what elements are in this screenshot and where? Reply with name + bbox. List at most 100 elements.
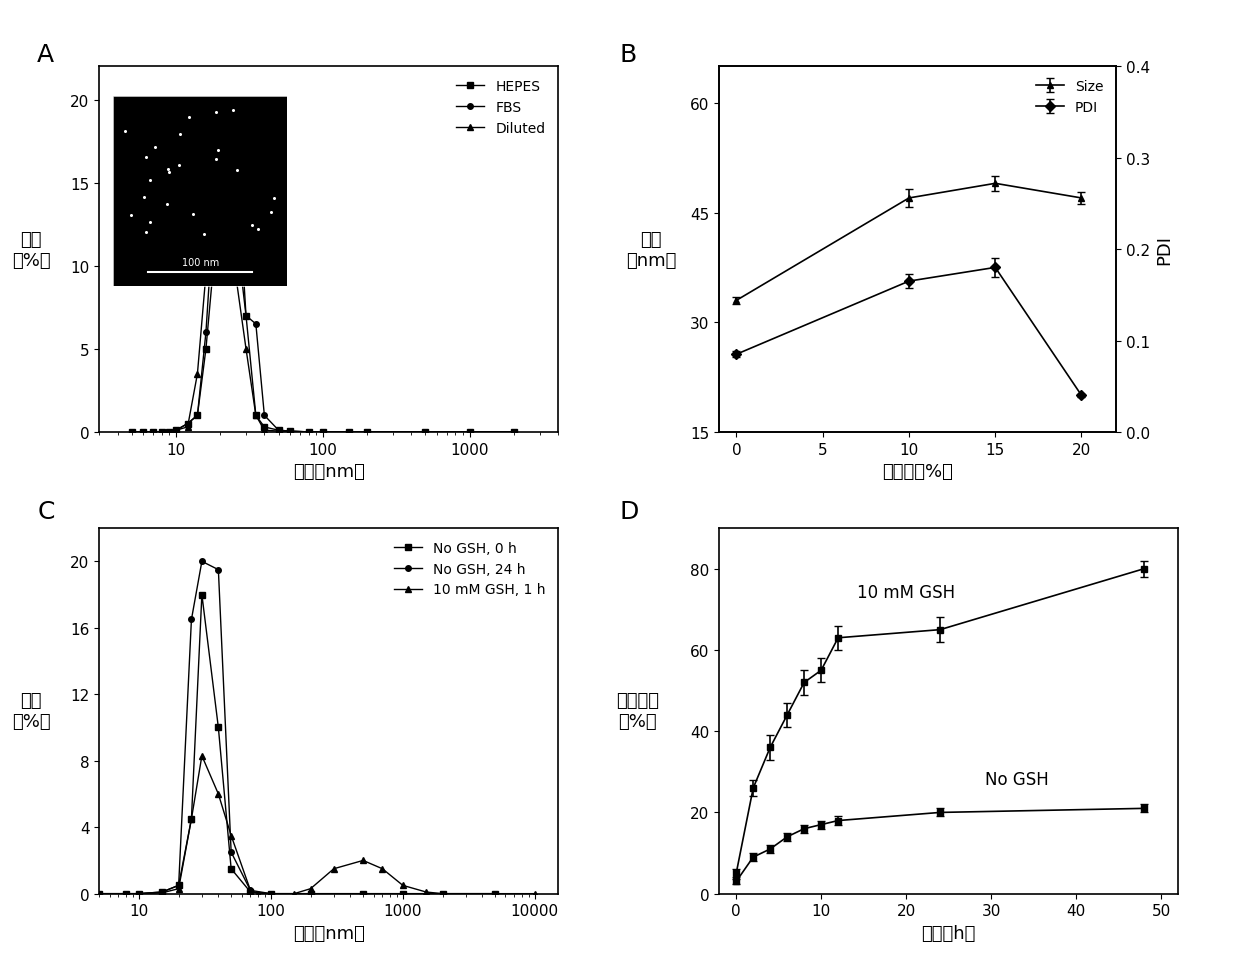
10 mM GSH, 1 h: [286, 888, 301, 899]
Diluted: [301, 427, 316, 438]
No GSH, 24 h: [211, 564, 226, 576]
10 mM GSH, 1 h: [184, 813, 198, 825]
FBS: [463, 427, 477, 438]
FBS: [161, 427, 176, 438]
HEPES: [360, 427, 374, 438]
HEPES: [463, 427, 477, 438]
Diluted: [360, 427, 374, 438]
HEPES: [227, 210, 242, 222]
HEPES: [213, 128, 228, 139]
No GSH, 0 h: [171, 879, 186, 891]
X-axis label: 时间（h）: 时间（h）: [921, 924, 976, 942]
FBS: [283, 426, 298, 437]
Diluted: [161, 427, 176, 438]
10 mM GSH, 1 h: [155, 887, 170, 899]
HEPES: [206, 260, 221, 272]
Line: No GSH, 0 h: No GSH, 0 h: [97, 592, 497, 897]
HEPES: [154, 427, 169, 438]
FBS: [136, 427, 151, 438]
No GSH, 24 h: [263, 888, 278, 899]
HEPES: [161, 427, 176, 438]
HEPES: [301, 427, 316, 438]
X-axis label: 粒径（nm）: 粒径（nm）: [293, 462, 365, 480]
Diluted: [463, 427, 477, 438]
Diluted: [248, 410, 263, 422]
No GSH, 0 h: [243, 886, 258, 898]
Diluted: [146, 427, 161, 438]
No GSH, 24 h: [119, 888, 134, 899]
Y-axis label: 粒径
（nm）: 粒径 （nm）: [626, 231, 676, 269]
Line: Diluted: Diluted: [129, 123, 517, 435]
Diluted: [136, 427, 151, 438]
No GSH, 24 h: [171, 879, 186, 891]
No GSH, 0 h: [487, 888, 502, 899]
10 mM GSH, 1 h: [419, 886, 434, 898]
HEPES: [238, 310, 253, 322]
Text: C: C: [37, 500, 55, 524]
FBS: [506, 427, 521, 438]
10 mM GSH, 1 h: [195, 751, 210, 762]
HEPES: [190, 410, 205, 422]
10 mM GSH, 1 h: [119, 888, 134, 899]
Diluted: [227, 260, 242, 272]
FBS: [154, 427, 169, 438]
No GSH, 24 h: [92, 888, 107, 899]
FBS: [227, 119, 242, 131]
10 mM GSH, 1 h: [211, 788, 226, 800]
No GSH, 0 h: [263, 888, 278, 899]
10 mM GSH, 1 h: [171, 883, 186, 895]
10 mM GSH, 1 h: [374, 863, 389, 875]
Diluted: [154, 427, 169, 438]
Y-axis label: 强度
（%）: 强度 （%）: [12, 692, 51, 730]
Diluted: [418, 427, 433, 438]
HEPES: [272, 425, 286, 436]
No GSH, 0 h: [184, 813, 198, 825]
No GSH, 0 h: [396, 888, 410, 899]
FBS: [124, 427, 139, 438]
FBS: [257, 410, 272, 422]
No GSH, 0 h: [131, 888, 146, 899]
Legend: No GSH, 0 h, No GSH, 24 h, 10 mM GSH, 1 h: No GSH, 0 h, No GSH, 24 h, 10 mM GSH, 1 …: [388, 535, 551, 603]
Line: 10 mM GSH, 1 h: 10 mM GSH, 1 h: [97, 753, 538, 897]
FBS: [341, 427, 356, 438]
HEPES: [198, 344, 213, 356]
FBS: [198, 327, 213, 338]
HEPES: [124, 427, 139, 438]
FBS: [360, 427, 374, 438]
Text: B: B: [620, 43, 637, 67]
FBS: [213, 95, 228, 107]
No GSH, 24 h: [356, 888, 371, 899]
No GSH, 0 h: [223, 863, 238, 875]
Line: No GSH, 24 h: No GSH, 24 h: [97, 559, 497, 897]
No GSH, 24 h: [243, 885, 258, 897]
FBS: [169, 425, 184, 436]
HEPES: [146, 427, 161, 438]
No GSH, 24 h: [131, 888, 146, 899]
Diluted: [213, 178, 228, 189]
Y-axis label: 累积释放
（%）: 累积释放 （%）: [616, 692, 658, 730]
No GSH, 0 h: [303, 888, 317, 899]
FBS: [418, 427, 433, 438]
No GSH, 24 h: [195, 556, 210, 568]
Diluted: [272, 426, 286, 437]
10 mM GSH, 1 h: [527, 888, 542, 899]
No GSH, 0 h: [356, 888, 371, 899]
No GSH, 24 h: [184, 614, 198, 626]
10 mM GSH, 1 h: [303, 883, 317, 895]
Diluted: [124, 427, 139, 438]
Diluted: [190, 369, 205, 381]
No GSH, 0 h: [435, 888, 450, 899]
No GSH, 0 h: [155, 886, 170, 898]
10 mM GSH, 1 h: [263, 888, 278, 899]
HEPES: [506, 427, 521, 438]
Diluted: [206, 119, 221, 131]
HEPES: [136, 427, 151, 438]
X-axis label: 载药量（%）: 载药量（%）: [882, 462, 954, 480]
Legend: Size, PDI: Size, PDI: [1030, 74, 1109, 120]
FBS: [180, 418, 195, 430]
HEPES: [315, 427, 330, 438]
HEPES: [180, 418, 195, 430]
HEPES: [341, 427, 356, 438]
FBS: [238, 310, 253, 322]
10 mM GSH, 1 h: [396, 879, 410, 891]
